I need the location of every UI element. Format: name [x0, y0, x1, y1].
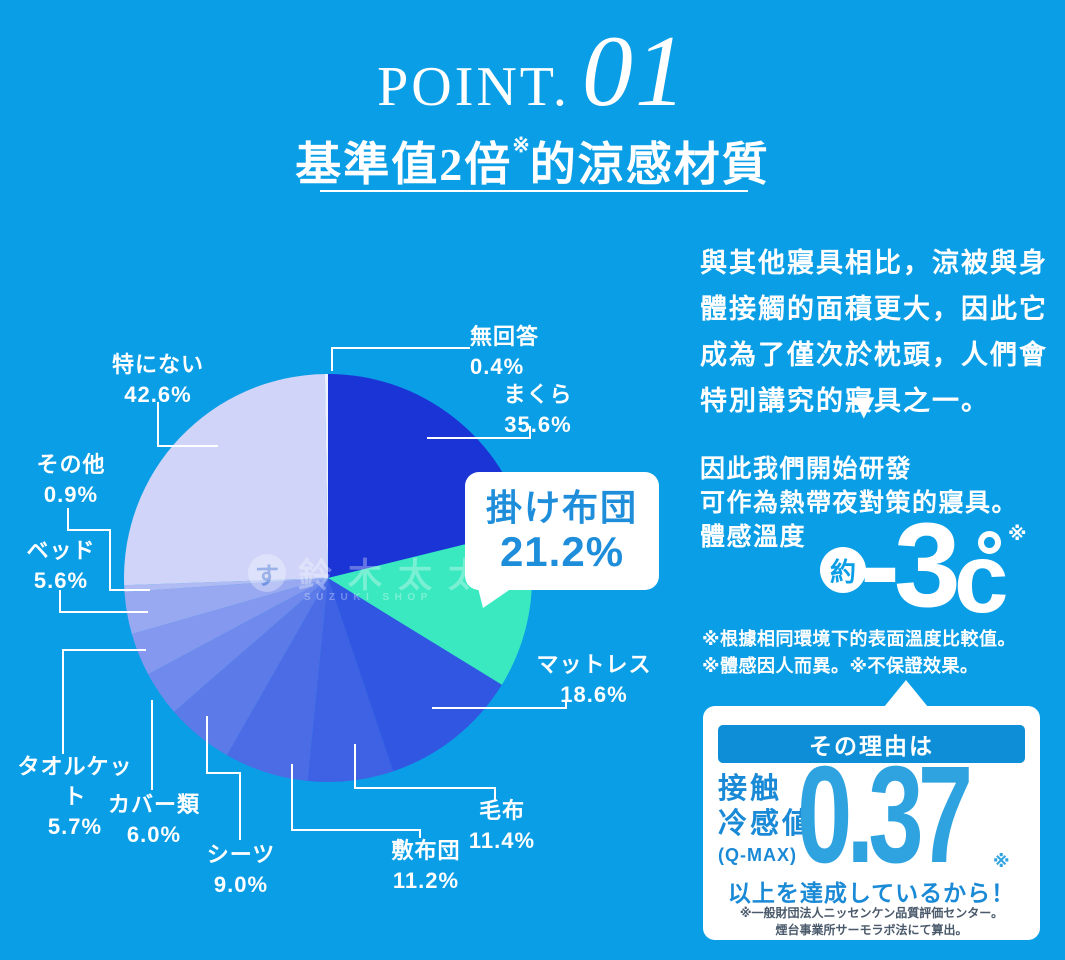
- approx-badge: 約: [820, 547, 866, 593]
- development-line: 可作為熱帶夜對策的寢具。: [700, 489, 1019, 517]
- pie-label-muhaito: 無回答 0.4%: [470, 322, 539, 382]
- leader-line-mofu: [354, 744, 496, 801]
- pie-label-mofu: 毛布 11.4%: [442, 796, 562, 856]
- callout-value: 21.2%: [499, 528, 625, 576]
- pie-label-value: 6.0%: [126, 822, 182, 847]
- leader-line-towel: [62, 649, 146, 754]
- temperature-disclaimers: ※根據相同環境下的表面溫度比較值。 ※體感因人而異。※不保證效果。: [702, 626, 1016, 680]
- temperature-value: -3: [860, 498, 961, 632]
- pie-label-cover: カバー類 6.0%: [92, 790, 216, 850]
- pie-label-shikibuton: 敷布団 11.2%: [362, 836, 490, 896]
- pie-label-value: 9.0%: [213, 872, 269, 897]
- pie-label-value: 42.6%: [124, 382, 192, 407]
- pie-label-value: 5.7%: [47, 814, 103, 839]
- temperature-graphic: 約 -3 c ※: [816, 505, 1065, 630]
- metric-line: 冷感値: [718, 808, 815, 840]
- watermark: す 鈴木太太 SUZUKI SHOP: [238, 548, 482, 606]
- intro-paragraph: 與其他寢具相比，涼被與身體接觸的面積更大，因此它成為了僅次於枕頭，人們會特別講究…: [700, 248, 1048, 416]
- pie-label-towel: タオルケット 5.7%: [8, 752, 142, 842]
- pie-label-text: その他: [36, 452, 106, 477]
- watermark-logo-icon: す: [248, 554, 286, 592]
- page-title-note-mark: ※: [512, 133, 530, 157]
- pie-slice-2: [328, 578, 502, 772]
- pie-label-value: 0.9%: [43, 482, 99, 507]
- qmax-metric-label: 接触 冷感値 (Q-MAX): [718, 772, 814, 866]
- pie-label-text: 特にない: [111, 352, 204, 377]
- pie-label-text: まくら: [503, 382, 573, 407]
- down-arrow-icon: ▼: [846, 385, 882, 426]
- title-divider: [320, 190, 748, 192]
- pie-slice-6: [148, 578, 328, 712]
- pie-slice-5: [174, 578, 328, 756]
- page-title-main: 基準值2倍: [295, 139, 513, 190]
- watermark-name: 鈴木太太: [298, 557, 498, 595]
- pie-label-text: 敷布団: [391, 838, 461, 863]
- callout-label: 掛け布団: [485, 487, 638, 528]
- pie-label-text: シーツ: [206, 842, 276, 867]
- degree-icon: [978, 531, 1001, 554]
- pie-label-sheets: シーツ 9.0%: [182, 840, 300, 900]
- pie-slice-3: [307, 578, 394, 782]
- pie-slice-8: [124, 578, 329, 635]
- pie-label-value: 0.4%: [470, 354, 525, 379]
- pie-label-value: 11.2%: [392, 868, 460, 893]
- metric-line: 接触: [718, 773, 783, 805]
- disclaimer-line: ※體感因人而異。※不保證效果。: [702, 656, 979, 676]
- pie-slice-10: [124, 374, 329, 586]
- pie-label-value: 35.6%: [504, 412, 572, 437]
- metric-line: (Q-MAX): [718, 845, 797, 865]
- development-line: 體感溫度: [700, 523, 807, 551]
- header: POINT. 01: [0, 15, 1065, 128]
- callout-tail: [478, 588, 512, 608]
- highlight-callout: 掛け布団 21.2%: [465, 472, 659, 590]
- page-title-tail: 的涼感材質: [529, 139, 770, 190]
- pie-label-makura: まくら 35.6%: [486, 380, 590, 440]
- pie-label-text: 無回答: [470, 324, 540, 349]
- qmax-value: 0.37: [797, 738, 973, 892]
- development-paragraph: 因此我們開始研發 可作為熱帶夜對策的寢具。 體感溫度: [700, 452, 1018, 554]
- footnote-line: ※一般財団法人ニッセンケン品質評価センター。: [739, 906, 1004, 920]
- temperature-note-mark: ※: [1008, 524, 1027, 545]
- development-line: 因此我們開始研發: [700, 455, 913, 483]
- pie-label-text: 毛布: [478, 798, 525, 823]
- leader-line-makura: [427, 426, 531, 439]
- leader-line-shikibuton: [291, 764, 421, 838]
- leader-line-muhaito: [331, 347, 470, 371]
- pie-label-mattress: マットレス 18.6%: [518, 650, 670, 710]
- leader-line-mattress: [432, 702, 567, 709]
- header-eyebrow: POINT.: [377, 56, 570, 118]
- reason-box-header: その理由は: [718, 725, 1025, 763]
- pie-label-text: ベッド: [26, 538, 96, 563]
- pie-slice-11: [324, 373, 328, 578]
- header-number: 01: [581, 15, 688, 128]
- watermark-subtitle: SUZUKI SHOP: [304, 592, 433, 603]
- pie-label-tokuninai: 特にない 42.6%: [93, 350, 223, 410]
- pie-label-text: マットレス: [536, 652, 652, 677]
- pie-label-sonota: その他 0.9%: [22, 450, 120, 510]
- reason-box: その理由は 接触 冷感値 (Q-MAX) 0.37 ※ 以上を達成しているから！…: [703, 706, 1040, 940]
- pie-label-text: カバー類: [107, 792, 200, 817]
- pie-label-text: タオルケット: [17, 754, 133, 809]
- pie-slice-7: [131, 578, 328, 675]
- reason-box-tail: [884, 680, 928, 707]
- pie-label-value: 5.6%: [33, 568, 89, 593]
- pie-slices-group: [124, 373, 533, 782]
- leader-line-tokuninai: [157, 402, 218, 447]
- qmax-note-mark: ※: [993, 852, 1010, 871]
- reason-box-footnotes: ※一般財団法人ニッセンケン品質評価センター。 煙台事業所サーモラボ法にて算出。: [703, 905, 1040, 939]
- leader-line-sonota: [67, 508, 150, 591]
- pie-label-bed: ベッド 5.6%: [12, 536, 110, 596]
- pie-slice-9: [124, 578, 328, 593]
- footnote-line: 煙台事業所サーモラボ法にて算出。: [775, 923, 968, 937]
- leader-line-bed: [59, 590, 148, 613]
- pie-slice-4: [226, 578, 328, 781]
- pie-label-value: 18.6%: [560, 682, 628, 707]
- page-title: 基準值2倍※的涼感材質: [0, 128, 1065, 194]
- achievement-text: 以上を達成しているから！: [727, 880, 1016, 906]
- disclaimer-line: ※根據相同環境下的表面溫度比較值。: [702, 629, 1016, 649]
- leader-line-sheets: [206, 716, 241, 840]
- pie-label-value: 11.4%: [468, 828, 536, 853]
